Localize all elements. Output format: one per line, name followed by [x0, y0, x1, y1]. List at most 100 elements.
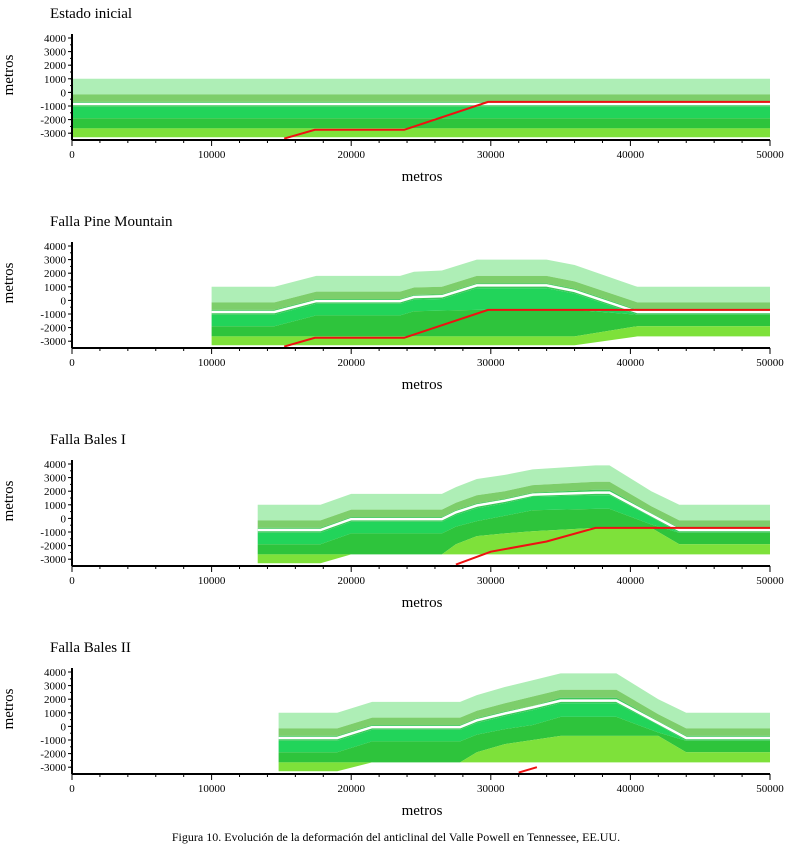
panel-2-layer-1 [211, 259, 771, 303]
panel-3-xtick-label: 0 [69, 575, 75, 587]
panel-3-xtick-label: 10000 [198, 575, 226, 587]
panel-3-layer-6 [257, 527, 770, 564]
chart-panel-2: Falla Pine Mountain 4000 3000 2000 1000 0 -100… [0, 208, 792, 414]
panel-4-layer-5 [278, 716, 770, 763]
panel-2-layer-4 [211, 288, 771, 327]
panel-1-ytick-label: 1000 [44, 74, 67, 86]
panel-3-ytick-label: -2000 [40, 541, 66, 553]
panel-2-ytick-label: -1000 [40, 309, 66, 321]
panel-1-xtick-label: 30000 [477, 149, 505, 161]
chart-panel-4: Falla Bales II 4000 3000 2000 1000 0 -1000 -200… [0, 634, 792, 840]
panel-3-xtick-label: 20000 [337, 575, 365, 587]
panel-1-layer-4 [72, 106, 770, 119]
panel-2-ytick-label: 0 [61, 295, 67, 307]
panel-4-layer-6 [278, 735, 770, 772]
panel-1-layer-1 [72, 78, 770, 95]
panel-4-ytick-label: -1000 [40, 735, 66, 747]
panel-4-xtick-label: 30000 [477, 783, 505, 795]
panel-1-y-axis-label: metros [1, 54, 17, 95]
panel-2-ytick-label: 4000 [44, 241, 67, 253]
panel-4-xtick-label: 0 [69, 783, 75, 795]
panel-4-fault-line [518, 766, 538, 774]
panel-1-title: Estado inicial [50, 6, 132, 22]
figure-caption: Figura 10. Evolución de la deformación d… [171, 830, 621, 844]
panel-3-ytick-label: -1000 [40, 527, 66, 539]
panel-3-layer-2 [257, 481, 770, 528]
panel-2-xtick-label: 40000 [617, 357, 645, 369]
panel-2-separator-line [211, 284, 770, 314]
panel-4-xtick-label: 20000 [337, 783, 365, 795]
panel-3-layer-4 [257, 495, 770, 545]
panel-3-ytick-label: 1000 [44, 500, 67, 512]
panel-3-title: Falla Bales I [50, 432, 126, 448]
panel-4-ytick-label: 3000 [44, 681, 67, 693]
panel-3-layer-5 [257, 508, 770, 555]
panel-1-ytick-label: 2000 [44, 60, 67, 72]
panel-3-ytick-label: 4000 [44, 459, 67, 471]
panel-2-layer-5 [211, 309, 771, 337]
panel-2-layer-2 [211, 275, 771, 310]
panel-3-xtick-label: 50000 [756, 575, 784, 587]
panel-3-separator-line [257, 491, 770, 532]
panel-3-ytick-label: -3000 [40, 554, 66, 566]
panel-1-xtick-label: 20000 [337, 149, 365, 161]
panel-1-xtick-label: 10000 [198, 149, 226, 161]
panel-1-x-axis-label: metros [402, 169, 443, 185]
panel-1-ytick-label: 0 [61, 87, 67, 99]
panel-2-xtick-label: 30000 [477, 357, 505, 369]
panel-1-ytick-label: -1000 [40, 101, 66, 113]
panel-4-ytick-label: -2000 [40, 749, 66, 761]
panel-1-xtick-label: 50000 [756, 149, 784, 161]
panel-4-ytick-label: -3000 [40, 762, 66, 774]
panel-3-x-axis-label: metros [402, 595, 443, 611]
panel-4-y-axis-label: metros [1, 688, 17, 729]
panel-4-layer-1 [278, 673, 770, 729]
panel-3-ytick-label: 0 [61, 513, 67, 525]
panel-2-xtick-label: 10000 [198, 357, 226, 369]
panel-2-xtick-label: 0 [69, 357, 75, 369]
panel-4-ytick-label: 4000 [44, 667, 67, 679]
panel-1-ytick-label: -3000 [40, 128, 66, 140]
panel-2-ytick-label: -2000 [40, 323, 66, 335]
panel-4-title: Falla Bales II [50, 640, 131, 656]
panel-1-xtick-label: 40000 [617, 149, 645, 161]
panel-1-ytick-label: 4000 [44, 33, 67, 45]
panel-1-layer-2 [72, 94, 770, 102]
panel-1-layer-6 [72, 128, 770, 138]
panel-1-fault-line [283, 100, 770, 140]
panel-3-xtick-label: 40000 [617, 575, 645, 587]
chart-panel-3: Falla Bales I 4000 3000 2000 1000 0 -1000 -2000… [0, 426, 792, 632]
panel-2-xtick-label: 50000 [756, 357, 784, 369]
panel-2-ytick-label: 1000 [44, 282, 67, 294]
panel-2-y-axis-label: metros [1, 262, 17, 303]
panel-2-layer-6 [211, 326, 771, 346]
panel-4-xtick-label: 40000 [617, 783, 645, 795]
panel-2-title: Falla Pine Mountain [50, 214, 173, 230]
panel-4-layer-3 [278, 697, 770, 741]
chart-svg-2: Falla Pine Mountain40003000200010000-100… [1, 214, 784, 393]
panel-2-fault-line [283, 308, 770, 348]
chart-svg-3: Falla Bales I40003000200010000-1000-2000… [1, 432, 784, 611]
panel-1-ytick-label: -2000 [40, 115, 66, 127]
chart-panel-1: Estado inicial 4000 3000 2000 1000 0 -1000 -200… [0, 0, 792, 206]
panel-3-ytick-label: 3000 [44, 473, 67, 485]
panel-4-ytick-label: 0 [61, 721, 67, 733]
panel-2-ytick-label: 3000 [44, 255, 67, 267]
panel-4-layer-2 [278, 689, 770, 736]
panel-1-ytick-label: 3000 [44, 47, 67, 59]
panel-2-ytick-label: -3000 [40, 336, 66, 348]
panel-4-xtick-label: 10000 [198, 783, 226, 795]
panel-3-layer-1 [257, 465, 770, 521]
panel-4-layer-4 [278, 703, 770, 753]
panel-3-y-axis-label: metros [1, 480, 17, 521]
panel-3-xtick-label: 30000 [477, 575, 505, 587]
panel-3-ytick-label: 2000 [44, 486, 67, 498]
panel-4-separator-line [278, 699, 770, 740]
panel-2-xtick-label: 20000 [337, 357, 365, 369]
panel-2-ytick-label: 2000 [44, 268, 67, 280]
panel-3-fault-line [455, 526, 770, 566]
panel-4-ytick-label: 2000 [44, 694, 67, 706]
panel-4-ytick-label: 1000 [44, 708, 67, 720]
panel-2-x-axis-label: metros [402, 377, 443, 393]
